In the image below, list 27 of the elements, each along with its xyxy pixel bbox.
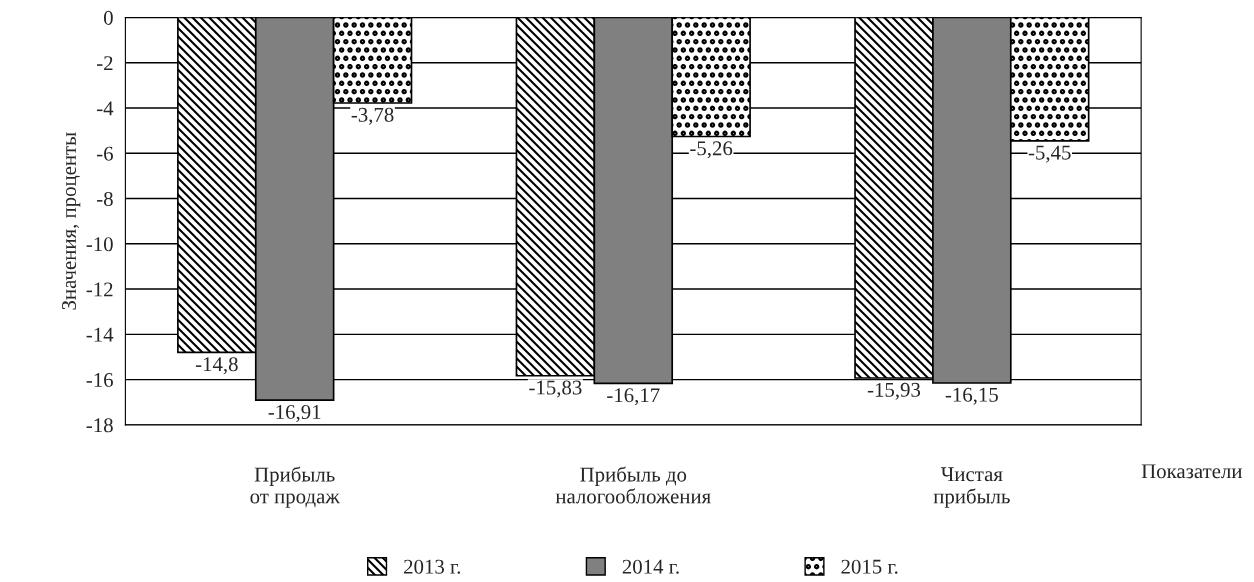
y-tick-label: -12 xyxy=(86,282,113,297)
data-label: -15,83 xyxy=(529,380,582,398)
data-label: -15,93 xyxy=(867,382,921,400)
data-label: -16,91 xyxy=(268,405,321,423)
y-tick-label: -4 xyxy=(97,101,114,116)
x-tick-label: Прибыль до налогообложения xyxy=(555,466,711,504)
legend-label: 2013 г. xyxy=(404,559,461,574)
x-tick-label: Прибыль от продаж xyxy=(250,466,340,508)
y-tick-label: -14 xyxy=(86,327,114,342)
data-label: -16,17 xyxy=(607,388,660,406)
y-tick-label: -8 xyxy=(97,191,113,206)
legend-label: 2015 г. xyxy=(841,559,898,574)
y-tick-label: -6 xyxy=(97,146,113,161)
data-label: -16,15 xyxy=(945,387,998,405)
data-label: -3,78 xyxy=(351,107,394,125)
y-tick-label: -18 xyxy=(86,418,113,433)
y-tick-label: -16 xyxy=(86,373,113,388)
y-axis-title: Значения, проценты xyxy=(62,132,81,310)
x-axis-title: Показатели xyxy=(1141,464,1242,479)
data-label: -5,45 xyxy=(1028,145,1071,163)
y-tick-label: -10 xyxy=(86,237,113,252)
data-label: -14,8 xyxy=(195,357,238,375)
x-tick-label: Чистая прибыль xyxy=(933,467,1010,508)
y-tick-label: -2 xyxy=(97,56,113,70)
data-label: -5,26 xyxy=(690,141,733,159)
y-tick-label: 0 xyxy=(103,10,113,25)
legend-label: 2014 г. xyxy=(622,559,679,574)
